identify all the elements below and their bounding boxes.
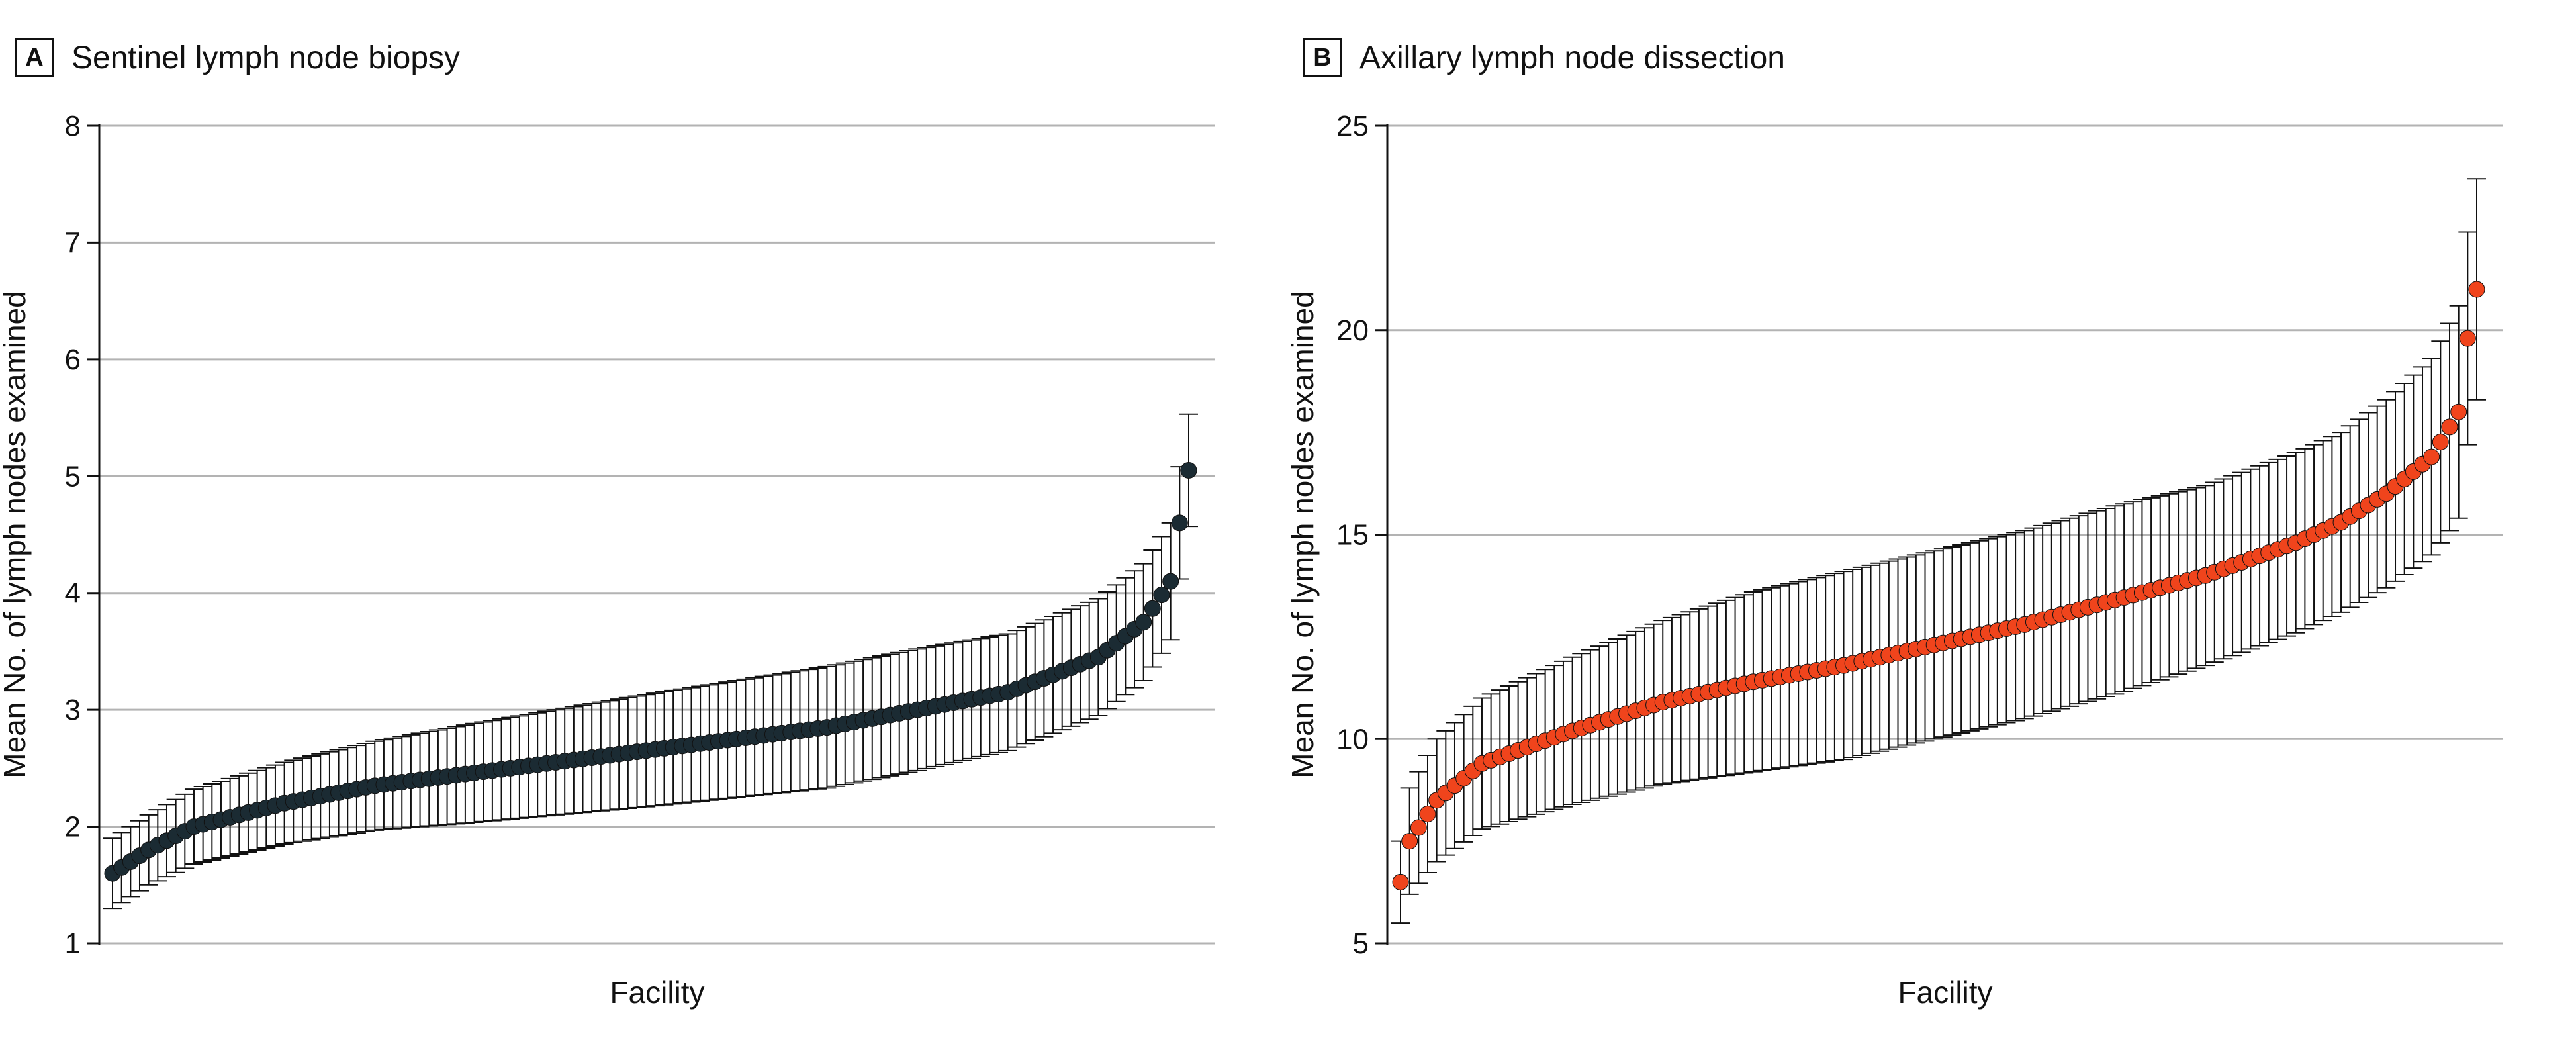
chart-a-ylabel: Mean No. of lymph nodes examined bbox=[0, 291, 32, 778]
chart-b-ytick-label: 15 bbox=[1336, 519, 1369, 551]
chart-b-data-point bbox=[2459, 330, 2476, 347]
chart-a-ytick-label: 1 bbox=[65, 928, 81, 960]
chart-b-data-point bbox=[2432, 434, 2449, 451]
panel-b-header: B Axillary lymph node dissection bbox=[1303, 34, 1785, 81]
chart-b-ytick-label: 10 bbox=[1336, 723, 1369, 755]
chart-a-ytick-label: 7 bbox=[65, 226, 81, 259]
chart-b-error-bars bbox=[1391, 178, 2486, 924]
panel-a-title: Sentinel lymph node biopsy bbox=[71, 40, 461, 75]
chart-b-data-point bbox=[2423, 448, 2440, 465]
chart-a-ytick-label: 8 bbox=[65, 110, 81, 142]
chart-b-data-point bbox=[2450, 403, 2467, 420]
panel-a-header: A Sentinel lymph node biopsy bbox=[15, 34, 460, 81]
chart-a-data-point bbox=[1153, 587, 1170, 604]
panel-b-title: Axillary lymph node dissection bbox=[1359, 40, 1785, 75]
chart-b-data-point bbox=[2441, 418, 2458, 436]
chart-a-data-point bbox=[1135, 614, 1152, 631]
chart-a-data-point bbox=[1144, 600, 1161, 617]
chart-b-data-point bbox=[1401, 833, 1418, 850]
chart-a-ytick-label: 6 bbox=[65, 344, 81, 376]
chart-b-data-point bbox=[1392, 873, 1409, 890]
chart-b-data-point bbox=[1419, 805, 1436, 822]
chart-b-ylabel: Mean No. of lymph nodes examined bbox=[1285, 291, 1320, 778]
panel-a-letter: A bbox=[15, 38, 54, 77]
chart-b-data-point bbox=[1410, 819, 1427, 836]
chart-a-ytick-label: 3 bbox=[65, 694, 81, 726]
chart-a-markers bbox=[104, 461, 1197, 882]
panel-b: B Axillary lymph node dissection 5 10 15 20… bbox=[1285, 0, 2576, 1048]
chart-a-ytick-label: 4 bbox=[65, 577, 81, 610]
chart-a: 1 2 3 4 5 6 7 8 Facility Mean No. of lymph nodes … bbox=[0, 110, 1215, 1010]
chart-a-data-point bbox=[1171, 514, 1188, 532]
chart-b-data-point bbox=[2468, 281, 2485, 298]
chart-b-ytick-label: 5 bbox=[1353, 928, 1369, 960]
chart-a-ytick-label: 2 bbox=[65, 811, 81, 843]
chart-b: 5 10 15 20 25 Facility Mean No. of lymph nodes… bbox=[1285, 110, 2503, 1010]
panel-a: A Sentinel lymph node biopsy 1 2 3 4 5 6 7 8 Fac… bbox=[0, 34, 1215, 1010]
chart-b-xlabel: Facility bbox=[1898, 975, 1992, 1010]
chart-a-ytick-label: 5 bbox=[65, 460, 81, 493]
chart-b-ytick-label: 20 bbox=[1336, 314, 1369, 347]
chart-b-markers bbox=[1392, 281, 2485, 890]
chart-a-data-point bbox=[1162, 573, 1179, 590]
chart-a-xlabel: Facility bbox=[610, 975, 704, 1010]
panel-b-letter: B bbox=[1303, 38, 1342, 77]
chart-a-error-bars bbox=[103, 413, 1198, 910]
chart-a-data-point bbox=[1180, 461, 1197, 479]
chart-b-ytick-label: 25 bbox=[1336, 110, 1369, 142]
